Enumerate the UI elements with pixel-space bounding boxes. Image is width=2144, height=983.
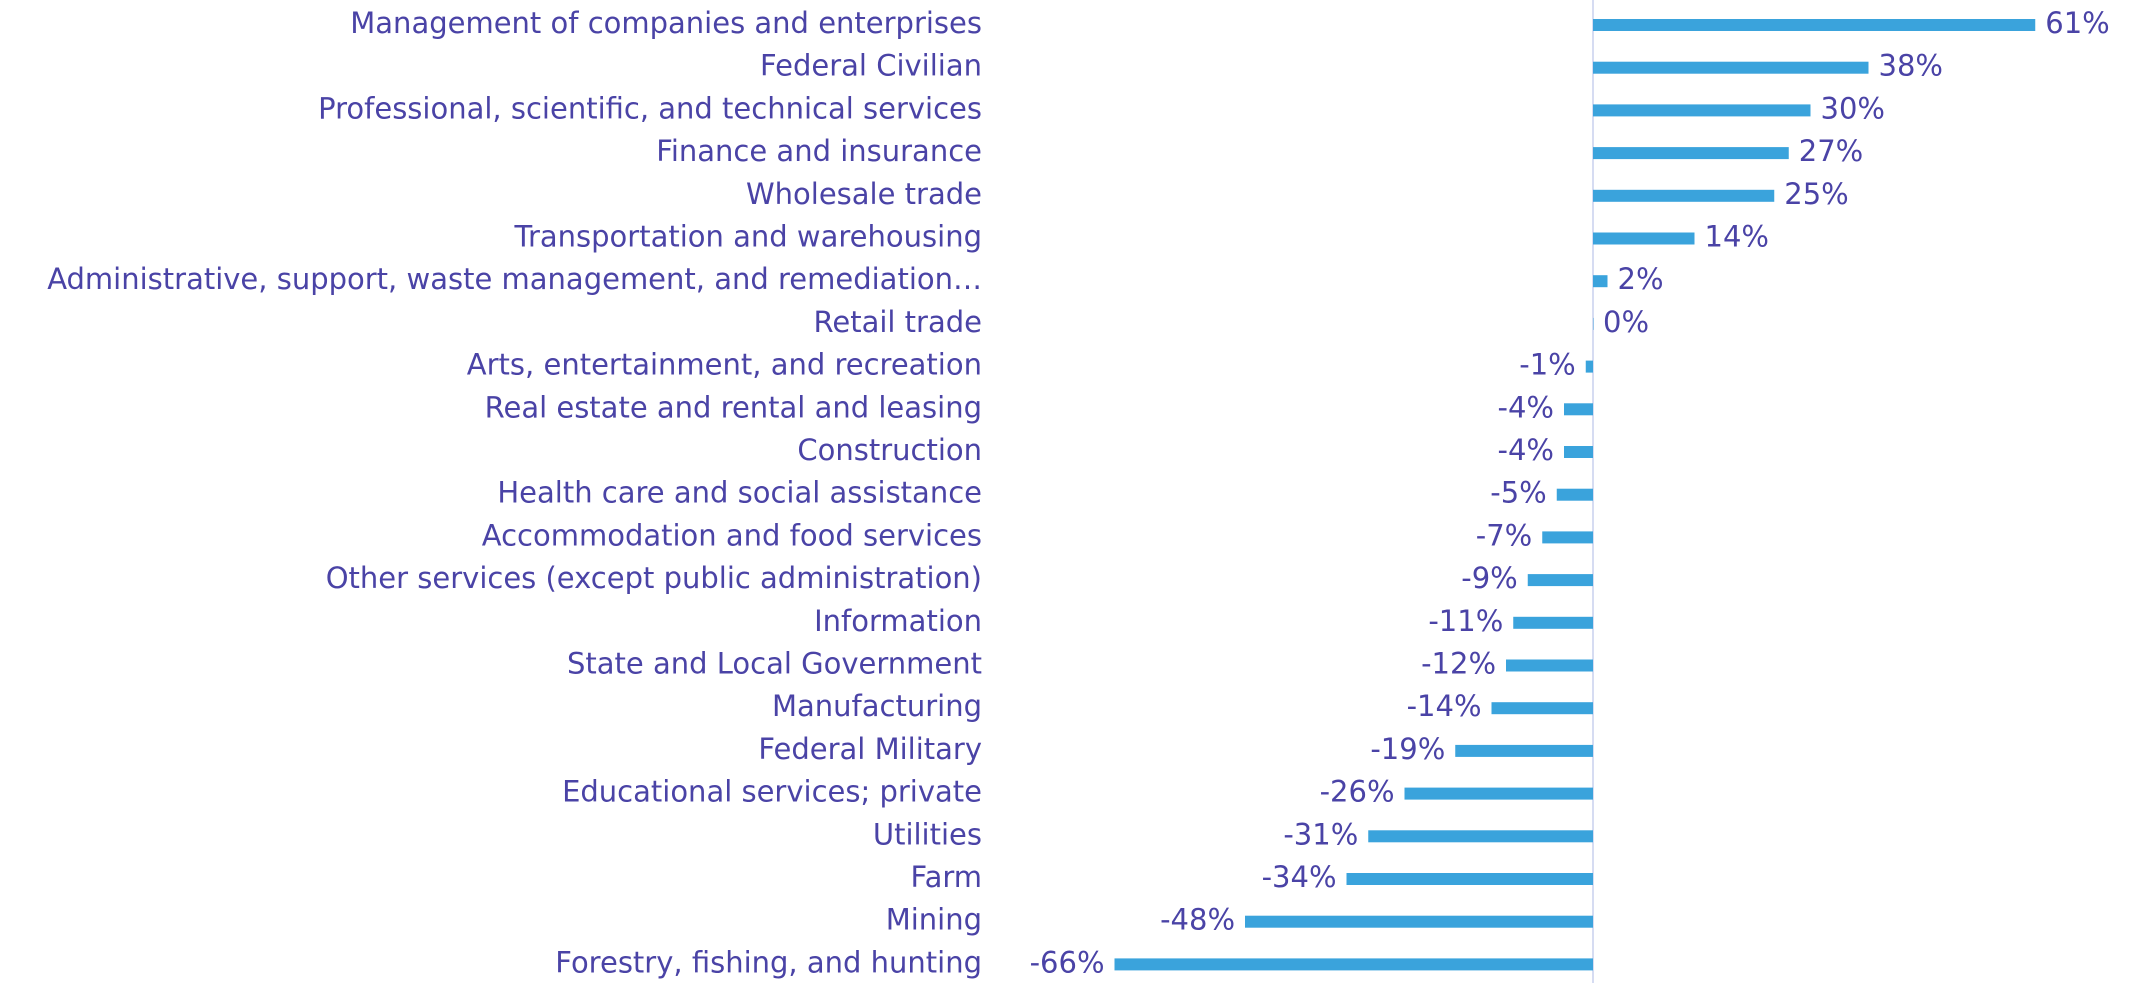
bar xyxy=(1593,104,1811,116)
bar xyxy=(1245,916,1593,928)
data-label: 38% xyxy=(1879,49,1943,83)
bar xyxy=(1557,489,1593,501)
category-label: Finance and insurance xyxy=(656,134,982,168)
data-label: 0% xyxy=(1603,305,1649,339)
data-label: -9% xyxy=(1461,561,1517,595)
bar xyxy=(1593,275,1608,287)
bar xyxy=(1528,574,1593,586)
data-label: -19% xyxy=(1370,732,1445,766)
page: Management of companies and enterprises 6… xyxy=(0,0,2144,983)
category-label: Accommodation and food services xyxy=(482,518,982,552)
data-label: -12% xyxy=(1421,647,1496,681)
data-label: -7% xyxy=(1476,518,1532,552)
data-label: -1% xyxy=(1519,348,1575,382)
data-label: 61% xyxy=(2045,6,2109,40)
category-label: Forestry, fishing, and hunting xyxy=(555,945,982,979)
bar xyxy=(1405,788,1594,800)
bar xyxy=(1593,318,1594,330)
bar xyxy=(1593,233,1695,245)
category-label: Professional, scientific, and technical … xyxy=(318,91,982,125)
category-label: Federal Military xyxy=(758,732,982,766)
bar xyxy=(1586,361,1593,373)
bar xyxy=(1115,958,1594,970)
bar xyxy=(1455,745,1593,757)
bar xyxy=(1347,873,1594,885)
category-label: Transportation and warehousing xyxy=(514,220,982,254)
category-label: Arts, entertainment, and recreation xyxy=(467,348,982,382)
data-label: -31% xyxy=(1283,817,1358,851)
data-label: 25% xyxy=(1784,177,1848,211)
bar xyxy=(1593,62,1869,74)
data-label: 30% xyxy=(1821,91,1885,125)
data-label: -11% xyxy=(1428,604,1503,638)
category-label: State and Local Government xyxy=(567,647,982,681)
bar xyxy=(1513,617,1593,629)
data-label: -34% xyxy=(1262,860,1337,894)
category-label: Construction xyxy=(797,433,982,467)
category-label: Management of companies and enterprises xyxy=(350,6,982,40)
category-label: Educational services; private xyxy=(562,775,982,809)
category-label: Information xyxy=(814,604,982,638)
bar xyxy=(1542,531,1593,543)
bar xyxy=(1564,403,1593,415)
category-label: Other services (except public administra… xyxy=(326,561,982,595)
bar xyxy=(1368,830,1593,842)
bar xyxy=(1593,147,1789,159)
category-label: Utilities xyxy=(873,817,982,851)
data-label: -26% xyxy=(1320,775,1395,809)
data-label: 14% xyxy=(1705,220,1769,254)
data-label: -4% xyxy=(1498,390,1554,424)
data-label: -4% xyxy=(1498,433,1554,467)
data-label: -14% xyxy=(1407,689,1482,723)
bar xyxy=(1593,190,1774,202)
category-label: Wholesale trade xyxy=(746,177,982,211)
data-label: -48% xyxy=(1160,903,1235,937)
bar xyxy=(1564,446,1593,458)
data-label: -5% xyxy=(1490,476,1546,510)
bar xyxy=(1506,660,1593,672)
category-label: Federal Civilian xyxy=(760,49,982,83)
data-label: -66% xyxy=(1030,945,1105,979)
category-label: Retail trade xyxy=(814,305,982,339)
data-label: 27% xyxy=(1799,134,1863,168)
category-label: Farm xyxy=(911,860,982,894)
data-label: 2% xyxy=(1618,262,1664,296)
bar xyxy=(1492,702,1594,714)
category-label: Real estate and rental and leasing xyxy=(485,390,982,424)
category-label: Health care and social assistance xyxy=(497,476,982,510)
category-label: Administrative, support, waste managemen… xyxy=(47,262,982,296)
category-label: Mining xyxy=(886,903,982,937)
bar xyxy=(1593,19,2035,31)
chart: Management of companies and enterprises 6… xyxy=(0,0,2144,983)
category-label: Manufacturing xyxy=(772,689,982,723)
